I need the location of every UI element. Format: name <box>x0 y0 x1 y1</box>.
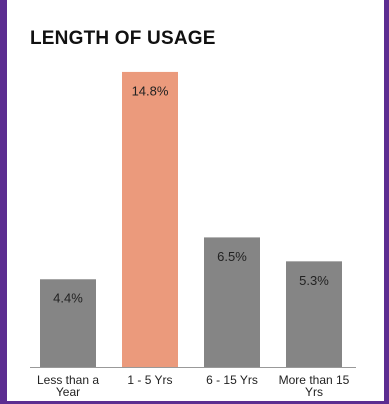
right-border <box>384 0 389 404</box>
value-label: 6.5% <box>217 249 247 264</box>
bar <box>40 279 96 367</box>
bar <box>122 71 178 368</box>
x-tick-label: More than 15 Yrs <box>278 373 350 399</box>
value-label: 14.8% <box>132 83 169 98</box>
x-tick-label: 1 - 5 Yrs <box>127 373 173 387</box>
value-label: 4.4% <box>53 291 83 306</box>
bar <box>286 261 342 367</box>
value-label: 5.3% <box>299 273 329 288</box>
x-tick-label: Less than a Year <box>36 373 100 399</box>
bottom-border <box>0 401 389 404</box>
left-border <box>0 0 7 404</box>
bar <box>204 237 260 367</box>
chart-title: LENGTH OF USAGE <box>30 28 216 49</box>
x-tick-label: 6 - 15 Yrs <box>206 373 258 387</box>
